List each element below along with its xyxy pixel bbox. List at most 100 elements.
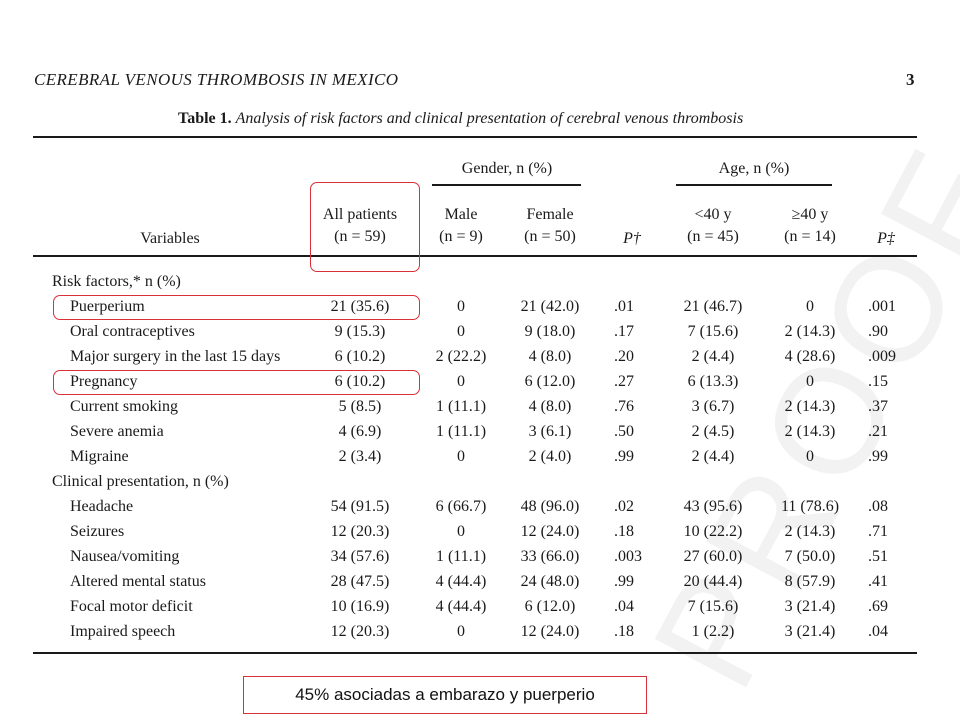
cell-ge40: 2 (14.3)	[784, 398, 836, 415]
cell-p-gender: .50	[614, 423, 634, 440]
col-header-all-patients-label: All patients	[322, 206, 398, 223]
row-label: Migraine	[70, 448, 129, 465]
cell-p-age: .51	[868, 548, 888, 565]
cell-ge40: 0	[806, 448, 814, 465]
cell-all-patients: 4 (6.9)	[338, 423, 382, 440]
cell-all-patients: 10 (16.9)	[330, 598, 390, 615]
cell-lt40: 1 (2.2)	[691, 623, 735, 640]
cell-female: 33 (66.0)	[520, 548, 580, 565]
col-header-ge40-label: ≥40 y	[791, 206, 829, 223]
cell-p-gender: .17	[614, 323, 634, 340]
col-header-p-age: P‡	[877, 230, 895, 247]
cell-lt40: 7 (15.6)	[687, 323, 739, 340]
cell-p-age: .69	[868, 598, 888, 615]
cell-lt40: 27 (60.0)	[683, 548, 743, 565]
row-label: Severe anemia	[70, 423, 164, 440]
cell-female: 12 (24.0)	[520, 523, 580, 540]
cell-male: 0	[457, 623, 465, 640]
cell-p-gender: .18	[614, 623, 634, 640]
cell-p-gender: .02	[614, 498, 634, 515]
cell-lt40: 43 (95.6)	[683, 498, 743, 515]
cell-male: 6 (66.7)	[435, 498, 487, 515]
cell-female: 6 (12.0)	[524, 373, 576, 390]
gender-group-header: Gender, n (%)	[461, 160, 553, 177]
cell-all-patients: 9 (15.3)	[334, 323, 386, 340]
cell-all-patients: 28 (47.5)	[330, 573, 390, 590]
cell-ge40: 0	[806, 373, 814, 390]
cell-female: 12 (24.0)	[520, 623, 580, 640]
cell-p-gender: .99	[614, 573, 634, 590]
col-header-lt40-n: (n = 45)	[687, 228, 739, 245]
cell-all-patients: 6 (10.2)	[334, 348, 386, 365]
cell-male: 1 (11.1)	[435, 548, 487, 565]
row-label: Major surgery in the last 15 days	[70, 348, 281, 365]
cell-ge40: 11 (78.6)	[780, 498, 840, 515]
cell-lt40: 2 (4.4)	[691, 348, 735, 365]
table-top-rule	[33, 136, 917, 138]
cell-p-gender: .76	[614, 398, 634, 415]
cell-lt40: 6 (13.3)	[687, 373, 739, 390]
col-header-female-label: Female	[526, 206, 574, 223]
cell-p-age: .009	[868, 348, 896, 365]
cell-lt40: 10 (22.2)	[683, 523, 743, 540]
row-label: Focal motor deficit	[70, 598, 193, 615]
cell-ge40: 4 (28.6)	[784, 348, 836, 365]
cell-all-patients: 5 (8.5)	[338, 398, 382, 415]
cell-p-age: .90	[868, 323, 888, 340]
cell-p-gender: .01	[614, 298, 634, 315]
cell-male: 0	[457, 373, 465, 390]
cell-female: 24 (48.0)	[520, 573, 580, 590]
table-caption: Table 1. Analysis of risk factors and cl…	[178, 110, 743, 128]
cell-p-age: .99	[868, 448, 888, 465]
table-header-rule	[33, 255, 917, 257]
col-header-lt40-label: <40 y	[694, 206, 732, 223]
highlight-puerperium-row	[53, 295, 420, 320]
caption-label: Table 1.	[178, 110, 232, 127]
cell-p-gender: .20	[614, 348, 634, 365]
col-header-female: Female (n = 50)	[510, 204, 590, 248]
row-label: Altered mental status	[70, 573, 206, 590]
cell-ge40: 2 (14.3)	[784, 323, 836, 340]
age-group-rule	[676, 184, 832, 186]
highlight-pregnancy-row	[53, 370, 420, 395]
cell-female: 4 (8.0)	[528, 398, 572, 415]
col-header-male-n: (n = 9)	[439, 228, 483, 245]
cell-male: 1 (11.1)	[435, 398, 487, 415]
cell-male: 1 (11.1)	[435, 423, 487, 440]
cell-all-patients: 2 (3.4)	[338, 448, 382, 465]
cell-ge40: 2 (14.3)	[784, 423, 836, 440]
cell-male: 2 (22.2)	[435, 348, 487, 365]
cell-ge40: 7 (50.0)	[784, 548, 836, 565]
col-header-female-n: (n = 50)	[524, 228, 576, 245]
cell-female: 2 (4.0)	[528, 448, 572, 465]
cell-female: 3 (6.1)	[528, 423, 572, 440]
cell-all-patients: 34 (57.6)	[330, 548, 390, 565]
caption-text: Analysis of risk factors and clinical pr…	[235, 110, 744, 127]
cell-ge40: 3 (21.4)	[784, 623, 836, 640]
cell-lt40: 2 (4.5)	[691, 423, 735, 440]
gender-group-rule	[432, 184, 581, 186]
row-label: Impaired speech	[70, 623, 176, 640]
cell-p-gender: .003	[614, 548, 642, 565]
row-label: Nausea/vomiting	[70, 548, 180, 565]
row-label: Current smoking	[70, 398, 178, 415]
cell-all-patients: 21 (35.6)	[330, 298, 390, 315]
age-group-header: Age, n (%)	[718, 160, 790, 177]
page-number: 3	[906, 70, 915, 89]
col-header-ge40: ≥40 y (n = 14)	[765, 204, 855, 248]
cell-lt40: 20 (44.4)	[683, 573, 743, 590]
col-header-lt40: <40 y (n = 45)	[668, 204, 758, 248]
cell-all-patients: 6 (10.2)	[334, 373, 386, 390]
cell-p-gender: .27	[614, 373, 634, 390]
cell-male: 0	[457, 323, 465, 340]
cell-male: 0	[457, 523, 465, 540]
cell-male: 0	[457, 298, 465, 315]
row-label: Puerperium	[70, 298, 145, 315]
cell-female: 6 (12.0)	[524, 598, 576, 615]
col-header-ge40-n: (n = 14)	[784, 228, 836, 245]
cell-ge40: 8 (57.9)	[784, 573, 836, 590]
row-label: Headache	[70, 498, 134, 515]
cell-male: 4 (44.4)	[435, 598, 487, 615]
row-label: Seizures	[70, 523, 125, 540]
cell-p-age: .08	[868, 498, 888, 515]
